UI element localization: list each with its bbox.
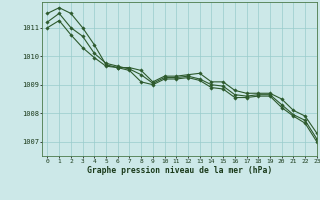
X-axis label: Graphe pression niveau de la mer (hPa): Graphe pression niveau de la mer (hPa) [87, 166, 272, 175]
